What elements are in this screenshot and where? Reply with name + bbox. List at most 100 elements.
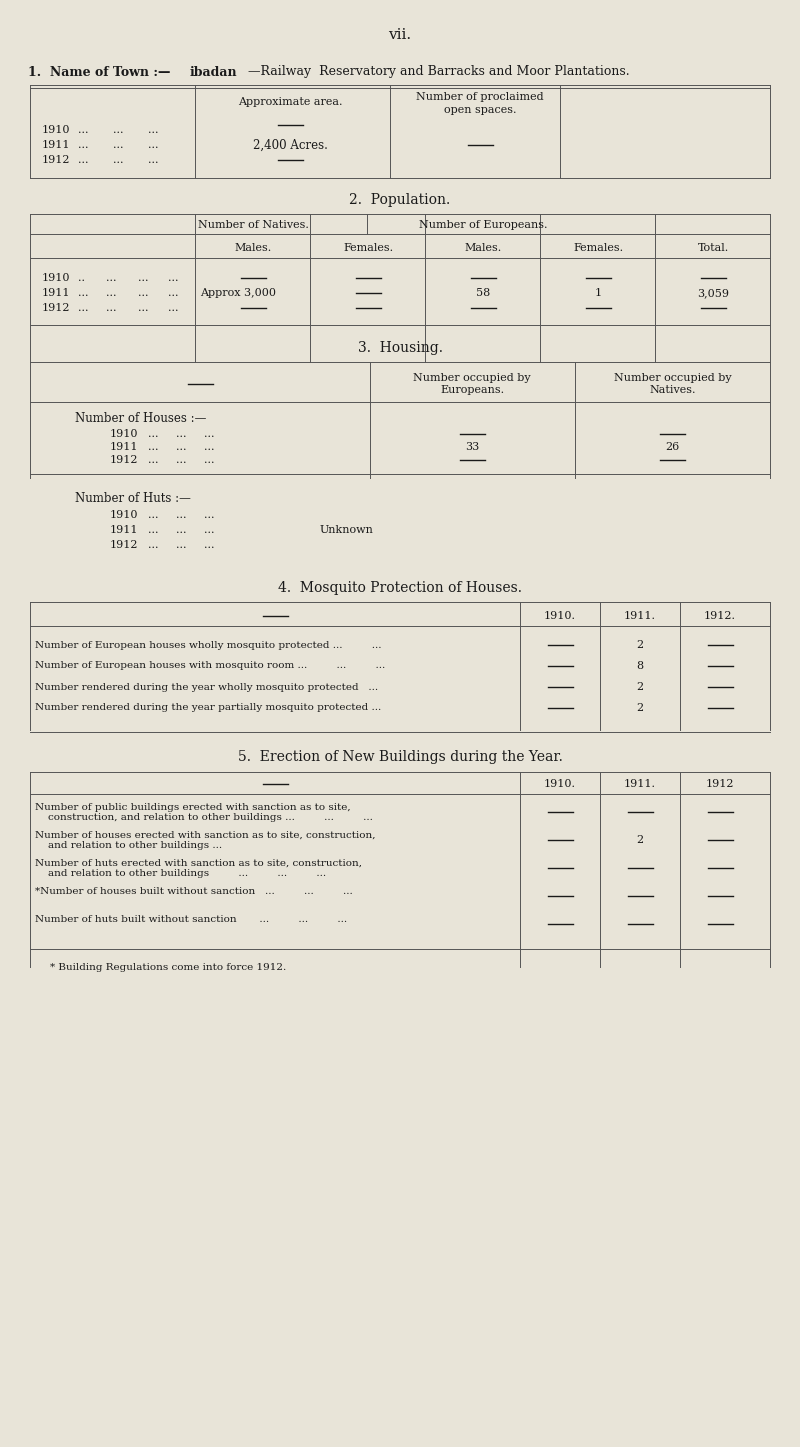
- Text: 2.  Population.: 2. Population.: [350, 192, 450, 207]
- Text: Natives.: Natives.: [650, 385, 696, 395]
- Text: ..: ..: [78, 273, 85, 284]
- Text: ...: ...: [204, 509, 214, 519]
- Text: 1911: 1911: [110, 525, 138, 535]
- Text: construction, and relation to other buildings ...         ...         ...: construction, and relation to other buil…: [35, 813, 373, 822]
- Text: Total.: Total.: [698, 243, 729, 253]
- Text: ...: ...: [176, 428, 186, 438]
- Text: 1910: 1910: [110, 428, 138, 438]
- Text: ...: ...: [176, 540, 186, 550]
- Text: * Building Regulations come into force 1912.: * Building Regulations come into force 1…: [50, 962, 286, 971]
- Text: Number of houses erected with sanction as to site, construction,: Number of houses erected with sanction a…: [35, 831, 375, 839]
- Text: ...: ...: [113, 140, 123, 150]
- Text: ...: ...: [176, 441, 186, 451]
- Text: ...: ...: [176, 525, 186, 535]
- Text: ...: ...: [78, 155, 89, 165]
- Text: Number of Houses :—: Number of Houses :—: [75, 411, 206, 424]
- Text: Males.: Males.: [234, 243, 272, 253]
- Text: —Railway  Reservatory and Barracks and Moor Plantations.: —Railway Reservatory and Barracks and Mo…: [248, 65, 630, 78]
- Text: Europeans.: Europeans.: [440, 385, 504, 395]
- Text: 2: 2: [637, 835, 643, 845]
- Text: ...: ...: [204, 525, 214, 535]
- Text: Number of Natives.: Number of Natives.: [198, 220, 309, 230]
- Text: ...: ...: [148, 441, 158, 451]
- Text: Number occupied by: Number occupied by: [413, 373, 531, 383]
- Text: Unknown: Unknown: [320, 525, 374, 535]
- Text: 1.  Name of Town :—: 1. Name of Town :—: [28, 65, 170, 78]
- Text: Number occupied by: Number occupied by: [614, 373, 732, 383]
- Text: 3,059: 3,059: [697, 288, 729, 298]
- Text: 1912: 1912: [110, 540, 138, 550]
- Text: 1: 1: [594, 288, 602, 298]
- Text: ...: ...: [138, 302, 149, 313]
- Text: Number of huts erected with sanction as to site, construction,: Number of huts erected with sanction as …: [35, 858, 362, 868]
- Text: Number of European houses wholly mosquito protected ...         ...: Number of European houses wholly mosquit…: [35, 641, 382, 650]
- Text: ...: ...: [204, 428, 214, 438]
- Text: ...: ...: [148, 509, 158, 519]
- Text: Approx 3,000: Approx 3,000: [200, 288, 276, 298]
- Text: ...: ...: [78, 140, 89, 150]
- Text: 4.  Mosquito Protection of Houses.: 4. Mosquito Protection of Houses.: [278, 582, 522, 595]
- Text: 8: 8: [637, 661, 643, 671]
- Text: 2: 2: [637, 682, 643, 692]
- Text: 1912: 1912: [42, 155, 70, 165]
- Text: 33: 33: [465, 441, 479, 451]
- Text: ...: ...: [176, 509, 186, 519]
- Text: Number rendered during the year wholly mosquito protected   ...: Number rendered during the year wholly m…: [35, 683, 378, 692]
- Text: ...: ...: [138, 288, 149, 298]
- Text: 1910: 1910: [110, 509, 138, 519]
- Text: 1911: 1911: [42, 288, 70, 298]
- Text: 1912.: 1912.: [704, 611, 736, 621]
- Text: 1910: 1910: [42, 124, 70, 135]
- Text: 1910: 1910: [42, 273, 70, 284]
- Text: 2: 2: [637, 703, 643, 713]
- Text: Number of huts built without sanction       ...         ...         ...: Number of huts built without sanction ..…: [35, 915, 347, 923]
- Text: open spaces.: open spaces.: [444, 106, 516, 114]
- Text: ...: ...: [148, 428, 158, 438]
- Text: ...: ...: [204, 441, 214, 451]
- Text: Number of public buildings erected with sanction as to site,: Number of public buildings erected with …: [35, 803, 350, 812]
- Text: ...: ...: [168, 288, 178, 298]
- Text: Number of Europeans.: Number of Europeans.: [418, 220, 547, 230]
- Text: ...: ...: [176, 454, 186, 464]
- Text: ...: ...: [204, 454, 214, 464]
- Text: ...: ...: [78, 288, 89, 298]
- Text: 2: 2: [637, 640, 643, 650]
- Text: and relation to other buildings         ...         ...         ...: and relation to other buildings ... ... …: [35, 870, 326, 878]
- Text: ...: ...: [78, 124, 89, 135]
- Text: 1910.: 1910.: [544, 611, 576, 621]
- Text: ...: ...: [168, 273, 178, 284]
- Text: 1912: 1912: [706, 778, 734, 789]
- Text: 3.  Housing.: 3. Housing.: [358, 341, 442, 355]
- Text: 26: 26: [665, 441, 679, 451]
- Text: 58: 58: [476, 288, 490, 298]
- Text: ...: ...: [204, 540, 214, 550]
- Text: 1911: 1911: [42, 140, 70, 150]
- Text: ...: ...: [113, 155, 123, 165]
- Text: Approximate area.: Approximate area.: [238, 97, 342, 107]
- Text: ...: ...: [106, 273, 117, 284]
- Text: Number of Huts :—: Number of Huts :—: [75, 492, 191, 505]
- Text: ...: ...: [148, 540, 158, 550]
- Text: Number of European houses with mosquito room ...         ...         ...: Number of European houses with mosquito …: [35, 661, 386, 670]
- Text: ...: ...: [138, 273, 149, 284]
- Text: *Number of houses built without sanction   ...         ...         ...: *Number of houses built without sanction…: [35, 887, 353, 896]
- Text: ...: ...: [148, 140, 158, 150]
- Text: Females.: Females.: [343, 243, 393, 253]
- Text: 1911.: 1911.: [624, 778, 656, 789]
- Text: vii.: vii.: [389, 27, 411, 42]
- Text: 5.  Erection of New Buildings during the Year.: 5. Erection of New Buildings during the …: [238, 750, 562, 764]
- Text: 1912: 1912: [42, 302, 70, 313]
- Text: ...: ...: [106, 302, 117, 313]
- Text: 1911: 1911: [110, 441, 138, 451]
- Text: and relation to other buildings ...: and relation to other buildings ...: [35, 842, 222, 851]
- Text: 1911.: 1911.: [624, 611, 656, 621]
- Text: ...: ...: [148, 155, 158, 165]
- Text: ...: ...: [148, 124, 158, 135]
- Text: Number rendered during the year partially mosquito protected ...: Number rendered during the year partiall…: [35, 703, 382, 712]
- Text: ...: ...: [113, 124, 123, 135]
- Text: 1910.: 1910.: [544, 778, 576, 789]
- Text: 1912: 1912: [110, 454, 138, 464]
- Text: Males.: Males.: [464, 243, 502, 253]
- Text: ...: ...: [168, 302, 178, 313]
- Text: Number of proclaimed: Number of proclaimed: [416, 93, 544, 101]
